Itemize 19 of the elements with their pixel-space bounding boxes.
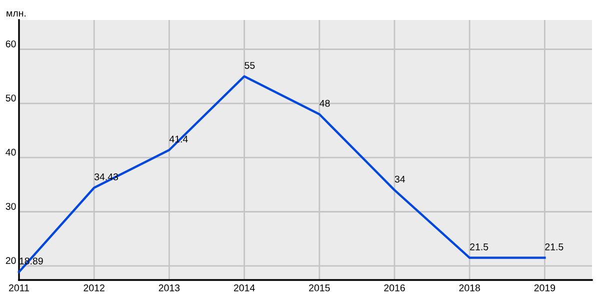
data-label: 48 bbox=[320, 100, 330, 107]
x-tick-label: 2014 bbox=[234, 284, 255, 292]
y-tick-label: 40 bbox=[6, 148, 16, 156]
x-tick-label: 2016 bbox=[384, 284, 405, 292]
data-label: 21.5 bbox=[470, 243, 488, 250]
y-tick-label: 20 bbox=[6, 257, 16, 264]
data-label: 34 bbox=[394, 176, 406, 183]
y-tick-label: 30 bbox=[6, 202, 16, 210]
x-tick-label: 2015 bbox=[309, 284, 330, 292]
x-tick-label: 2012 bbox=[84, 284, 104, 292]
x-tick-label: 2011 bbox=[9, 284, 29, 292]
y-tick-label: 60 bbox=[6, 40, 16, 48]
x-tick-label: 2018 bbox=[459, 284, 480, 292]
x-tick-label: 2019 bbox=[534, 284, 556, 292]
x-tick-label: 2013 bbox=[158, 284, 180, 292]
y-tick-label: 50 bbox=[6, 94, 16, 102]
data-label: 55 bbox=[244, 62, 255, 69]
data-label: 21.5 bbox=[545, 243, 564, 250]
y-axis-title: млн. bbox=[6, 11, 26, 17]
